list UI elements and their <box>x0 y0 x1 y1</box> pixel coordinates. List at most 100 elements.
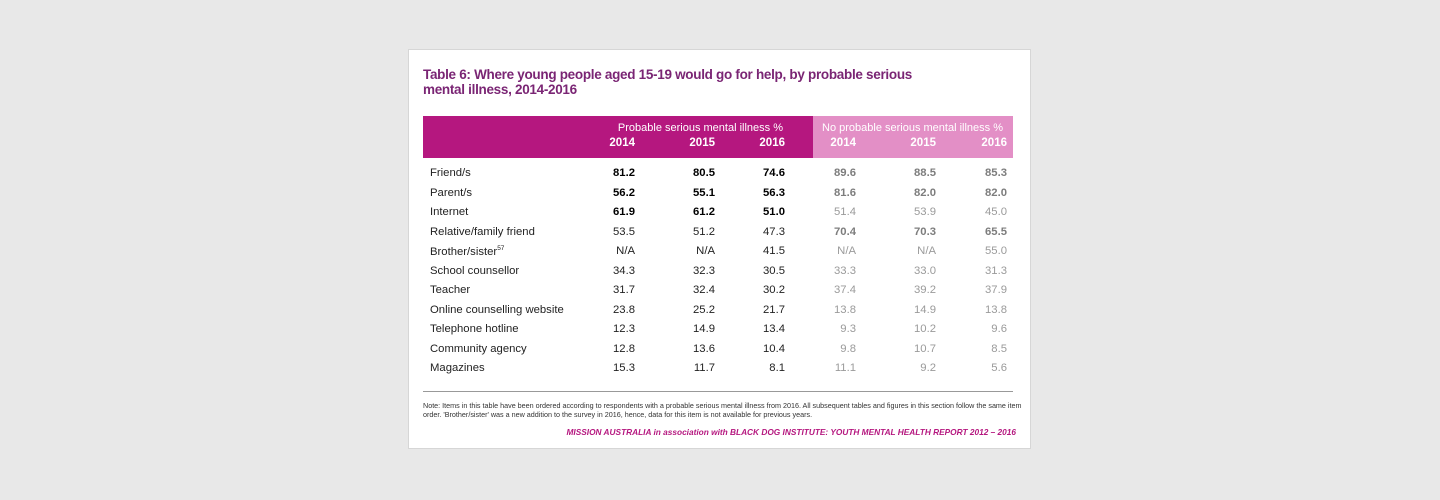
group-label-probable: Probable serious mental illness % <box>617 122 783 134</box>
year-header: 2014 <box>609 137 635 149</box>
row-label-text: Internet <box>430 206 469 218</box>
table-cell: 25.2 <box>693 303 715 316</box>
table-row: Brother/sister57 N/A N/A 41.5 N/A N/A 55.0 <box>423 243 1013 263</box>
table-cell: 14.9 <box>914 303 936 316</box>
table-cell: 9.2 <box>920 362 936 374</box>
table-cell: 13.4 <box>763 323 785 335</box>
row-label: Magazines <box>430 362 485 374</box>
table-cell: N/A <box>837 245 856 257</box>
table-cell: 85.3 <box>985 167 1007 179</box>
table-cell: 37.9 <box>985 284 1007 296</box>
table-cell: 21.7 <box>763 303 785 316</box>
divider <box>423 391 1013 392</box>
table-cell: 80.5 <box>693 167 715 179</box>
row-label-text: Brother/sister <box>430 246 498 258</box>
row-label: Online counselling website <box>430 304 564 316</box>
row-label-text: School counsellor <box>430 264 520 277</box>
row-label: Friend/s <box>430 167 471 179</box>
table-cell: 9.6 <box>991 323 1007 335</box>
table-cell: 55.1 <box>693 186 715 199</box>
table-cell: 33.0 <box>914 264 936 277</box>
table-cell: 15.3 <box>613 362 635 374</box>
table-cell: 9.8 <box>840 342 856 355</box>
table-cell: 51.2 <box>693 225 715 238</box>
table-cell: 13.6 <box>693 342 715 355</box>
table-cell: 33.3 <box>834 264 856 277</box>
table-note: Note: Items in this table have been orde… <box>423 401 1022 419</box>
data-table: Probable serious mental illness % No pro… <box>423 116 1013 380</box>
table-cell: 32.3 <box>693 264 715 277</box>
row-label: Brother/sister57 <box>430 245 504 258</box>
table-row: Relative/family friend 53.5 51.2 47.3 70.4 70… <box>423 224 1013 244</box>
group-label-no-probable: No probable serious mental illness % <box>822 122 1003 134</box>
row-label-text: Friend/s <box>430 167 471 179</box>
row-label-text: Online counselling website <box>430 303 564 316</box>
report-page: Table 6: Where young people aged 15-19 w… <box>408 49 1031 449</box>
table-cell: 5.6 <box>991 362 1007 374</box>
table-cell: 82.0 <box>985 186 1007 199</box>
table-cell: 34.3 <box>613 264 635 277</box>
table-row: Magazines 15.3 11.7 8.1 11.1 9.2 5.6 <box>423 360 1013 380</box>
row-label-text: Relative/family friend <box>430 225 535 238</box>
report-footer: MISSION AUSTRALIA in association with BL… <box>566 427 1016 437</box>
table-body: Friend/s 81.2 80.5 74.6 89.6 88.5 85.3 Parent/s… <box>423 165 1013 380</box>
table-cell: 55.0 <box>985 245 1007 257</box>
table-cell: 12.8 <box>613 342 635 355</box>
table-cell: 56.3 <box>763 186 785 199</box>
table-cell: 88.5 <box>914 167 936 179</box>
table-cell: 47.3 <box>763 225 785 238</box>
table-row: Internet 61.9 61.2 51.0 51.4 53.9 45.0 <box>423 204 1013 224</box>
table-cell: N/A <box>616 245 635 257</box>
table-cell: 32.4 <box>693 284 715 296</box>
table-cell: 10.4 <box>763 342 785 355</box>
table-cell: 39.2 <box>914 284 936 296</box>
row-label: Parent/s <box>430 187 472 199</box>
header-band-probable <box>423 116 813 158</box>
year-header: 2016 <box>981 137 1007 149</box>
table-cell: 81.2 <box>613 167 635 179</box>
table-row: Telephone hotline 12.3 14.9 13.4 9.3 10.2 9.6 <box>423 321 1013 341</box>
table-cell: 56.2 <box>613 186 635 199</box>
table-cell: 11.1 <box>834 362 856 374</box>
table-cell: 8.5 <box>991 342 1007 355</box>
table-cell: 31.7 <box>613 284 635 296</box>
table-cell: 74.6 <box>763 167 785 179</box>
table-cell: 23.8 <box>613 303 635 316</box>
year-header: 2014 <box>830 137 856 149</box>
table-cell: 53.9 <box>914 206 936 218</box>
table-cell: N/A <box>696 245 715 257</box>
table-cell: 12.3 <box>613 323 635 335</box>
row-label: Telephone hotline <box>430 323 519 335</box>
table-row: Parent/s 56.2 55.1 56.3 81.6 82.0 82.0 <box>423 185 1013 205</box>
table-cell: 31.3 <box>985 264 1007 277</box>
row-label-text: Community agency <box>430 342 527 355</box>
table-cell: 14.9 <box>693 323 715 335</box>
row-label-text: Parent/s <box>430 186 473 199</box>
year-header: 2016 <box>759 137 785 149</box>
table-cell: 9.3 <box>840 323 856 335</box>
table-cell: 8.1 <box>769 362 785 374</box>
table-row: Friend/s 81.2 80.5 74.6 89.6 88.5 85.3 <box>423 165 1013 185</box>
row-label-text: Magazines <box>430 362 485 374</box>
table-cell: 13.8 <box>834 303 856 316</box>
row-label: Internet <box>430 206 468 218</box>
table-cell: 41.5 <box>763 245 785 257</box>
table-row: Online counselling website 23.8 25.2 21.7 13… <box>423 302 1013 322</box>
header-band-no-probable <box>813 116 1013 158</box>
table-cell: 89.6 <box>834 167 856 179</box>
row-label: Teacher <box>430 284 470 296</box>
table-header: Probable serious mental illness % No pro… <box>423 116 1013 158</box>
table-cell: 51.0 <box>763 206 785 218</box>
table-row: Community agency 12.8 13.6 10.4 9.8 10.7 8.5 <box>423 341 1013 361</box>
table-row: School counsellor 34.3 32.3 30.5 33.3 33.0 31.… <box>423 263 1013 283</box>
table-cell: 37.4 <box>834 284 856 296</box>
table-row: Teacher 31.7 32.4 30.2 37.4 39.2 37.9 <box>423 282 1013 302</box>
table-cell: 70.3 <box>914 225 936 238</box>
table-cell: N/A <box>917 245 936 257</box>
table-cell: 61.9 <box>613 206 635 218</box>
table-cell: 81.6 <box>834 186 856 199</box>
table-cell: 10.7 <box>914 342 936 355</box>
table-cell: 45.0 <box>985 206 1007 218</box>
table-cell: 30.2 <box>763 284 785 296</box>
row-label: Relative/family friend <box>430 226 535 238</box>
